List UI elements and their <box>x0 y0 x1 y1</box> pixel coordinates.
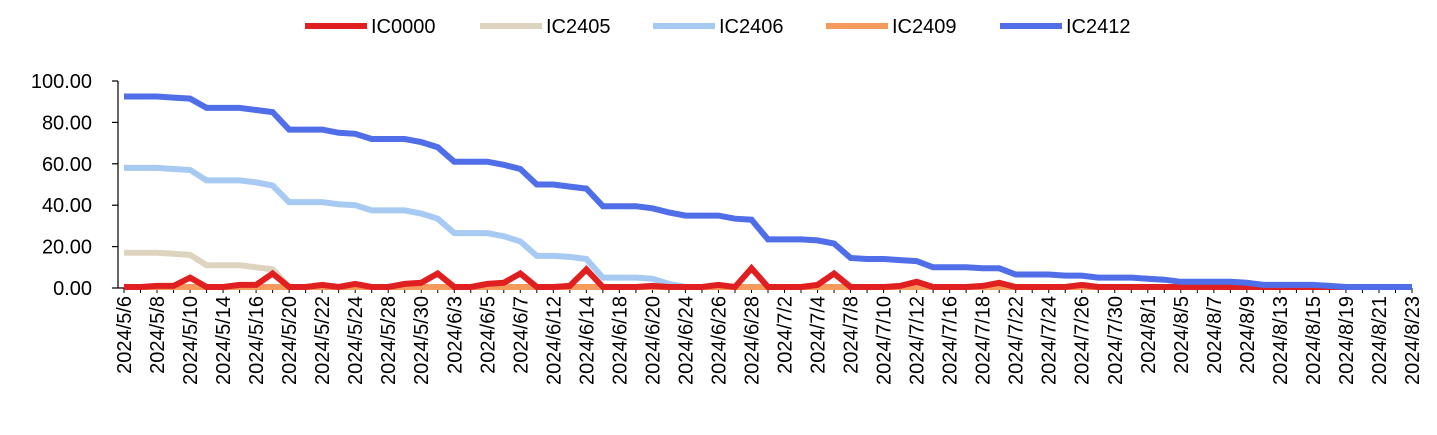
x-tick-label: 2024/6/18 <box>609 296 631 385</box>
x-tick-label: 2024/5/30 <box>411 296 433 385</box>
x-tick-label: 2024/7/2 <box>775 296 797 374</box>
x-tick-label: 2024/7/10 <box>874 296 896 385</box>
x-tick-label: 2024/7/22 <box>1006 296 1028 385</box>
x-tick-label: 2024/8/5 <box>1171 296 1193 374</box>
series-line-ic2412 <box>124 93 1412 290</box>
x-tick-label: 2024/7/8 <box>841 296 863 374</box>
legend-item: IC2412 <box>1000 16 1131 38</box>
x-tick-label: 2024/6/7 <box>510 296 532 374</box>
x-tick-label: 2024/7/16 <box>940 296 962 385</box>
x-axis: 2024/5/6 2024/5/8 2024/5/10 2024/5/14 2024/5… <box>114 287 1424 385</box>
x-tick-label: 2024/6/28 <box>741 296 763 385</box>
x-tick-label: 2024/8/19 <box>1336 296 1358 385</box>
series-line-ic0000 <box>124 263 1412 291</box>
y-tick-label: 0.00 <box>53 278 92 300</box>
plot-area <box>124 93 1412 291</box>
legend: IC0000 IC2405 IC2406 IC2409 IC2412 <box>305 16 1131 38</box>
x-tick-label: 2024/5/14 <box>213 296 235 385</box>
legend-item: IC2409 <box>826 16 957 38</box>
legend-label: IC0000 <box>371 16 436 38</box>
legend-item: IC2405 <box>480 16 611 38</box>
x-tick-label: 2024/5/20 <box>279 296 301 385</box>
x-tick-label: 2024/7/30 <box>1105 296 1127 385</box>
x-tick-label: 2024/5/10 <box>180 296 202 385</box>
x-tick-label: 2024/6/26 <box>708 296 730 385</box>
y-tick-label: 80.00 <box>42 112 92 134</box>
x-tick-label: 2024/8/21 <box>1369 296 1391 385</box>
x-tick-label: 2024/5/28 <box>378 296 400 385</box>
x-tick-label: 2024/7/12 <box>907 296 929 385</box>
x-tick-label: 2024/6/14 <box>576 296 598 385</box>
x-tick-label: 2024/8/1 <box>1138 296 1160 374</box>
x-tick-label: 2024/7/18 <box>973 296 995 385</box>
x-tick-label: 2024/6/5 <box>477 296 499 374</box>
legend-label: IC2409 <box>892 16 957 38</box>
x-tick-label: 2024/8/13 <box>1270 296 1292 385</box>
x-tick-label: 2024/6/3 <box>444 296 466 374</box>
y-tick-label: 60.00 <box>42 154 92 176</box>
x-tick-label: 2024/5/8 <box>147 296 169 374</box>
x-tick-label: 2024/7/26 <box>1072 296 1094 385</box>
x-tick-label: 2024/6/24 <box>675 296 697 385</box>
x-tick-label: 2024/5/6 <box>114 296 136 374</box>
y-tick-label: 20.00 <box>42 237 92 259</box>
x-tick-label: 2024/7/4 <box>808 296 830 374</box>
x-tick-label: 2024/5/24 <box>345 296 367 385</box>
x-tick-label: 2024/7/24 <box>1039 296 1061 385</box>
y-tick-label: 40.00 <box>42 195 92 217</box>
legend-label: IC2412 <box>1066 16 1131 38</box>
x-tick-label: 2024/8/9 <box>1237 296 1259 374</box>
x-tick-label: 2024/6/12 <box>543 296 565 385</box>
x-tick-label: 2024/5/16 <box>246 296 268 385</box>
x-tick-label: 2024/6/20 <box>642 296 664 385</box>
series-line-ic2406 <box>124 164 1412 290</box>
legend-item: IC2406 <box>653 16 784 38</box>
y-tick-label: 100.00 <box>31 71 92 93</box>
legend-label: IC2405 <box>546 16 611 38</box>
y-axis: 0.00 20.00 40.00 60.00 80.00 100.00 <box>31 71 119 300</box>
legend-item: IC0000 <box>305 16 436 38</box>
x-tick-label: 2024/8/7 <box>1204 296 1226 374</box>
legend-label: IC2406 <box>719 16 784 38</box>
x-tick-label: 2024/8/15 <box>1303 296 1325 385</box>
x-tick-label: 2024/8/23 <box>1402 296 1424 385</box>
x-tick-label: 2024/5/22 <box>312 296 334 385</box>
